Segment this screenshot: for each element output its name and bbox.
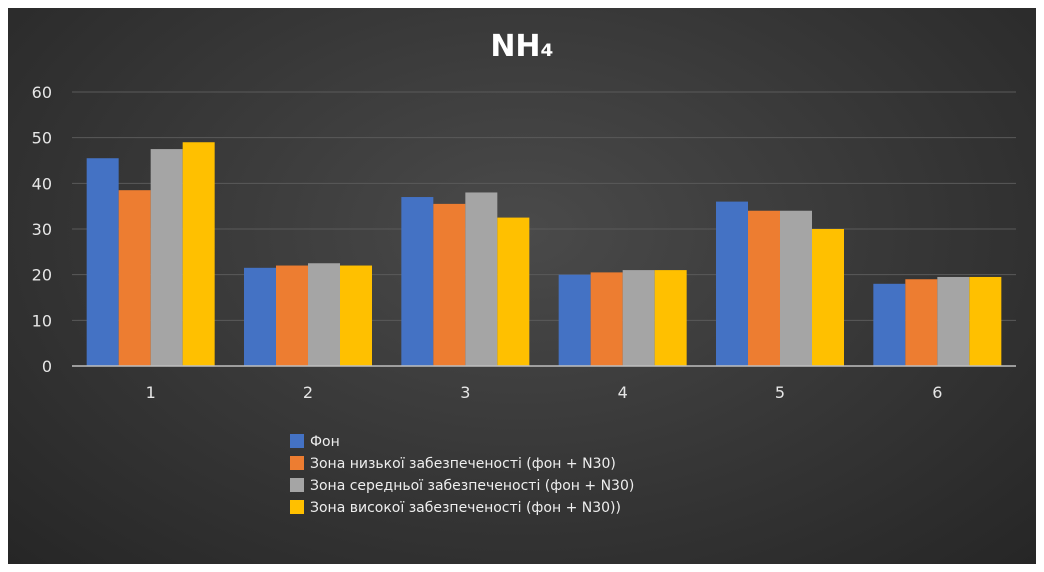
- legend-label: Фон: [310, 434, 340, 450]
- bar: [308, 263, 340, 366]
- bar: [780, 210, 812, 366]
- gridlines: [72, 91, 1016, 321]
- bar: [590, 272, 623, 366]
- bar: [812, 229, 844, 366]
- bar: [558, 274, 591, 366]
- x-tick-label: 2: [303, 383, 313, 402]
- bar: [276, 265, 308, 366]
- bar: [340, 265, 372, 366]
- chart-title: NH₄: [490, 29, 553, 64]
- bar: [937, 276, 970, 366]
- bar: [150, 149, 183, 366]
- x-tick-label: 1: [146, 383, 156, 402]
- legend-swatch: [290, 500, 304, 514]
- y-tick-label: 40: [32, 174, 52, 193]
- bar: [401, 197, 434, 366]
- x-tick-label: 6: [932, 383, 942, 402]
- legend-label: Зона середньої забезпеченості (фон + N30…: [310, 478, 634, 494]
- y-tick-label: 60: [32, 83, 52, 102]
- y-tick-label: 30: [32, 220, 52, 239]
- y-tick-label: 0: [42, 357, 52, 376]
- bar: [118, 190, 151, 366]
- x-tick-label: 3: [460, 383, 470, 402]
- bar: [182, 142, 215, 366]
- legend-swatch: [290, 456, 304, 470]
- legend: Фон Зона низької забезпеченості (фон + N3…: [290, 434, 634, 516]
- bar: [748, 210, 780, 366]
- chart-area: NH₄ 0 10 20 30 40 50 60 1 2 3 4 5 6 Фон Зона низької…: [8, 8, 1036, 564]
- bar: [86, 158, 119, 366]
- bar: [873, 283, 906, 366]
- x-tick-label: 4: [618, 383, 628, 402]
- bar: [465, 192, 498, 366]
- bar: [497, 217, 530, 366]
- x-tick-label: 5: [775, 383, 785, 402]
- bars: [86, 142, 1002, 366]
- x-axis-ticks: 1 2 3 4 5 6: [146, 383, 943, 402]
- bar: [716, 201, 748, 366]
- legend-swatch: [290, 478, 304, 492]
- bar: [433, 203, 466, 366]
- y-tick-label: 10: [32, 311, 52, 330]
- y-tick-label: 50: [32, 129, 52, 148]
- legend-label: Зона високої забезпеченості (фон + N30)): [310, 500, 621, 516]
- legend-label: Зона низької забезпеченості (фон + N30): [310, 456, 616, 472]
- bar: [244, 267, 276, 366]
- y-tick-label: 20: [32, 266, 52, 285]
- bar: [654, 270, 687, 366]
- bar: [969, 276, 1002, 366]
- bar-chart: NH₄ 0 10 20 30 40 50 60 1 2 3 4 5 6 Фон Зона низької…: [32, 29, 1016, 516]
- legend-swatch: [290, 434, 304, 448]
- bar: [622, 270, 655, 366]
- y-axis-ticks: 0 10 20 30 40 50 60: [32, 83, 52, 376]
- bar: [905, 279, 938, 366]
